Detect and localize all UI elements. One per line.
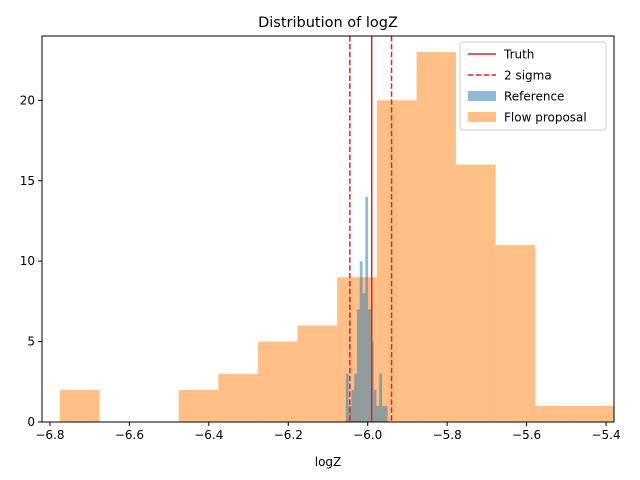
legend-swatch-flow-proposal [468, 112, 496, 122]
flow-proposal-bar-10 [455, 164, 496, 423]
legend-label-flow-proposal: Flow proposal [504, 111, 587, 125]
reference-bar-3 [354, 373, 357, 422]
x-tick-label-6: −5.6 [512, 428, 541, 442]
y-axis: 0 5 10 15 20 [20, 93, 42, 429]
legend: Truth 2 sigma Reference Flow proposal [459, 41, 607, 131]
flow-proposal-bar-13 [575, 405, 615, 422]
x-tick-label-2: −6.4 [194, 428, 223, 442]
flow-proposal-bar-4 [218, 373, 259, 422]
legend-label-2-sigma: 2 sigma [504, 69, 552, 83]
flow-proposal-bar-12 [535, 405, 576, 422]
reference-bar-1 [348, 405, 352, 422]
chart-title: Distribution of logZ [258, 15, 398, 31]
flow-proposal-bar-0 [59, 389, 100, 422]
y-tick-label-2: 10 [20, 254, 35, 268]
flow-proposal-bar-6 [297, 325, 338, 422]
x-tick-label-1: −6.6 [115, 428, 144, 442]
reference-bar-2 [351, 389, 355, 422]
x-axis-label: logZ [315, 455, 342, 469]
x-tick-label-4: −6.0 [353, 428, 382, 442]
y-tick-label-1: 5 [27, 335, 35, 349]
legend-swatch-reference [468, 91, 496, 101]
reference-bar-10 [373, 389, 377, 422]
reference-bar-5 [359, 261, 363, 422]
plot-area [59, 36, 615, 423]
flow-proposal-bar-8 [376, 100, 417, 422]
x-tick-label-5: −5.8 [433, 428, 462, 442]
reference-bar-4 [357, 309, 360, 422]
x-axis: −6.8 −6.6 −6.4 −6.2 −6.0 −5.8 −5.6 −5.4 [35, 422, 621, 442]
flow-proposal-bar-5 [258, 341, 298, 422]
reference-bar-6 [362, 293, 366, 422]
reference-bar-14 [384, 405, 388, 422]
reference-bar-13 [382, 405, 385, 422]
legend-label-reference: Reference [504, 90, 564, 104]
reference-bar-7 [365, 196, 369, 422]
x-tick-label-3: −6.2 [274, 428, 303, 442]
x-tick-label-7: −5.4 [591, 428, 620, 442]
x-tick-label-0: −6.8 [35, 428, 64, 442]
y-tick-label-0: 0 [27, 415, 35, 429]
reference-bar-11 [376, 405, 380, 422]
legend-label-truth: Truth [503, 48, 534, 62]
legend-box [459, 41, 607, 131]
y-tick-label-3: 15 [20, 174, 35, 188]
flow-proposal-bar-11 [495, 245, 536, 422]
reference-bar-12 [379, 373, 383, 422]
flow-proposal-bar-3 [178, 389, 219, 422]
reference-bar-8 [368, 309, 371, 422]
reference-bar-0 [345, 373, 349, 422]
y-tick-label-4: 20 [20, 93, 35, 107]
flow-proposal-bar-9 [416, 52, 456, 422]
axes-frame [41, 35, 615, 423]
